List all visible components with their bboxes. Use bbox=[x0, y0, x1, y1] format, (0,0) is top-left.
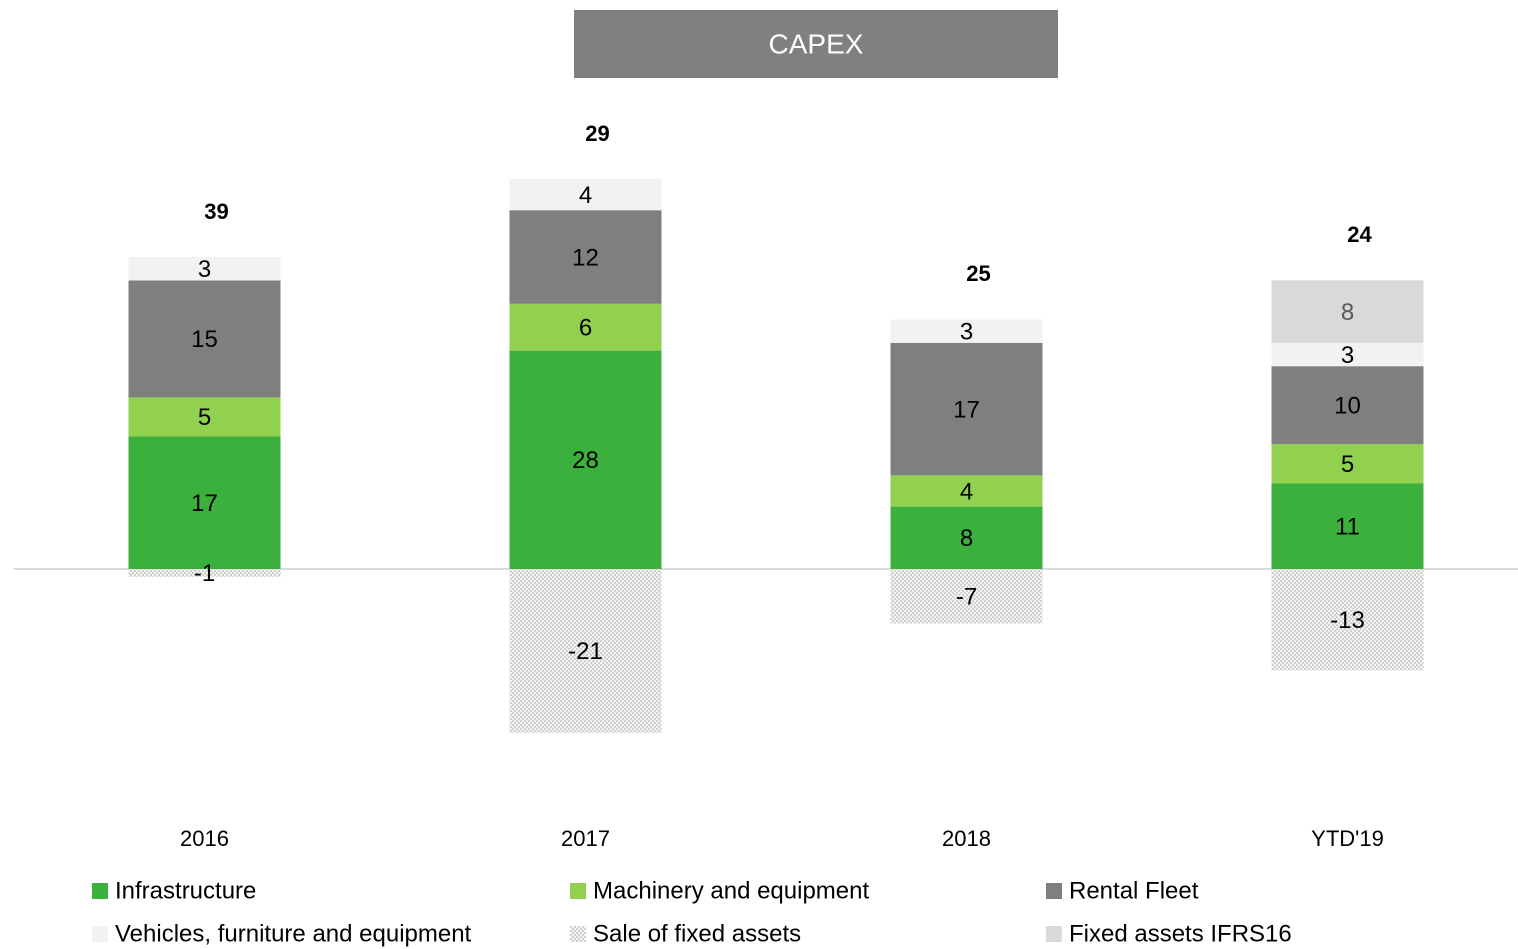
bar-segment bbox=[1271, 342, 1424, 367]
data-label: 28 bbox=[572, 447, 599, 474]
bar-segment bbox=[1271, 366, 1424, 445]
data-label: 10 bbox=[1334, 393, 1361, 420]
data-label: -13 bbox=[1330, 607, 1365, 634]
data-label: 3 bbox=[1341, 342, 1354, 369]
legend-label: Machinery and equipment bbox=[593, 877, 869, 904]
total-label: 24 bbox=[1347, 222, 1372, 247]
data-label: 15 bbox=[191, 326, 218, 353]
data-label: 4 bbox=[579, 182, 592, 209]
data-label: 5 bbox=[198, 404, 211, 431]
legend-swatch bbox=[570, 883, 586, 899]
legend-label: Rental Fleet bbox=[1069, 877, 1199, 904]
total-label: 29 bbox=[585, 121, 609, 146]
data-label: 4 bbox=[960, 478, 973, 505]
legend-swatch bbox=[570, 926, 586, 942]
bar-segment bbox=[128, 280, 281, 398]
total-label: 39 bbox=[204, 199, 228, 224]
bar-segment bbox=[509, 210, 662, 304]
x-tick-label: YTD'19 bbox=[1311, 826, 1384, 851]
data-label: -7 bbox=[956, 584, 977, 611]
bar-segment bbox=[509, 350, 662, 569]
bar-segment bbox=[890, 569, 1043, 624]
data-label: 3 bbox=[198, 256, 211, 283]
x-tick-label: 2018 bbox=[942, 826, 991, 851]
legend-label: Infrastructure bbox=[115, 877, 256, 904]
total-label: 25 bbox=[966, 261, 990, 286]
data-label: 17 bbox=[191, 490, 218, 517]
bar-segment bbox=[128, 569, 281, 577]
bar-segment bbox=[1271, 483, 1424, 569]
data-label: 5 bbox=[1341, 451, 1354, 478]
data-label: 8 bbox=[960, 525, 973, 552]
legend-swatch bbox=[92, 883, 108, 899]
data-label: -1 bbox=[194, 560, 215, 587]
bar-segment bbox=[1271, 569, 1424, 671]
x-tick-label: 2017 bbox=[561, 826, 610, 851]
bar-segment bbox=[1271, 280, 1424, 343]
chart-title: CAPEX bbox=[769, 28, 864, 59]
data-label: 17 bbox=[953, 396, 980, 423]
title-box bbox=[574, 10, 1058, 78]
legend-swatch bbox=[92, 926, 108, 942]
bar-segment bbox=[128, 257, 281, 281]
bar-segment bbox=[509, 303, 662, 351]
x-tick-label: 2016 bbox=[180, 826, 229, 851]
bar-segment bbox=[890, 342, 1043, 476]
bar-segment bbox=[509, 179, 662, 211]
data-label: -21 bbox=[568, 638, 603, 665]
bar-segment bbox=[509, 569, 662, 733]
legend-swatch bbox=[1046, 926, 1062, 942]
bar-segment bbox=[128, 397, 281, 437]
data-label: 11 bbox=[1335, 513, 1360, 540]
bar-segment bbox=[1271, 444, 1424, 484]
bar-segment bbox=[890, 506, 1043, 569]
bar-segment bbox=[128, 436, 281, 569]
bar-segment bbox=[890, 319, 1043, 343]
bar-segment bbox=[890, 475, 1043, 507]
legend-swatch bbox=[1046, 883, 1062, 899]
legend-label: Vehicles, furniture and equipment bbox=[115, 920, 472, 947]
data-label: 3 bbox=[960, 318, 973, 345]
legend-label: Sale of fixed assets bbox=[593, 920, 801, 947]
data-label: 6 bbox=[579, 315, 592, 342]
legend-label: Fixed assets IFRS16 bbox=[1069, 920, 1292, 947]
data-label: 12 bbox=[572, 244, 599, 271]
data-label: 8 bbox=[1341, 299, 1354, 326]
